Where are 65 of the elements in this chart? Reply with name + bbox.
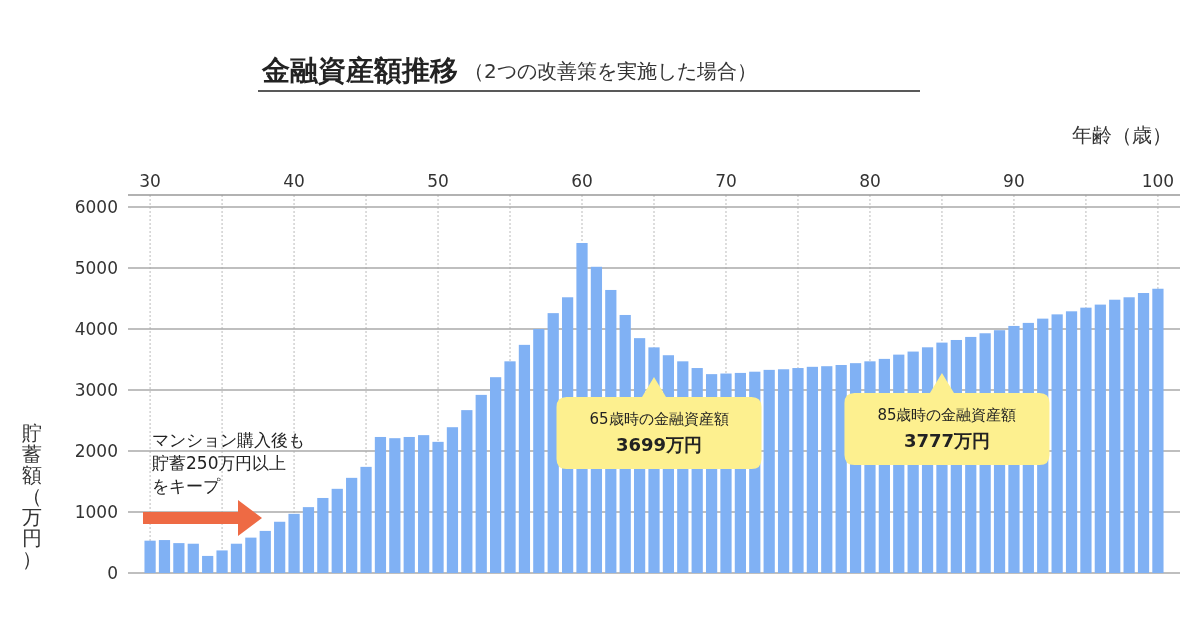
bar: [173, 543, 185, 573]
x-tick-label: 60: [571, 171, 593, 191]
x-axis-title: 年齢（歳）: [1072, 123, 1172, 147]
bar: [777, 369, 790, 573]
bar: [403, 436, 415, 573]
bar: [1137, 293, 1150, 573]
bar: [547, 313, 559, 573]
bar: [792, 368, 804, 573]
bar: [432, 441, 444, 573]
x-tick-label: 90: [1003, 171, 1025, 191]
bar: [302, 507, 315, 573]
bar: [374, 436, 387, 573]
bar: [461, 410, 473, 573]
y-tick-label: 3000: [74, 379, 118, 400]
bar: [835, 364, 847, 573]
bar: [475, 394, 487, 573]
bar: [331, 488, 343, 573]
bar: [144, 540, 156, 573]
x-tick-label: 100: [1141, 171, 1175, 191]
annotation: 65歳時の金融資産額3699万円: [589, 410, 729, 455]
bar: [202, 555, 214, 573]
bar: [389, 438, 401, 573]
bar: [216, 550, 228, 573]
bar: [518, 344, 531, 573]
bar: [763, 369, 775, 573]
bar: [1152, 288, 1164, 573]
y-tick-label: 1000: [74, 501, 118, 522]
bar: [245, 537, 257, 573]
bar: [158, 540, 171, 573]
y-tick-label: 6000: [74, 196, 118, 217]
chart-subtitle: （2つの改善策を実施した場合）: [464, 59, 757, 83]
bar: [533, 329, 545, 573]
bar: [1109, 299, 1121, 573]
annotation: マンション購入後も貯蓄250万円以上をキープ: [152, 430, 305, 496]
bar: [1065, 311, 1078, 573]
bar: [504, 361, 516, 573]
bar: [1123, 297, 1135, 573]
bar: [1080, 307, 1092, 573]
x-tick-label: 40: [283, 171, 305, 191]
x-tick-label: 30: [139, 171, 161, 191]
x-tick-label: 80: [859, 171, 881, 191]
y-tick-label: 0: [107, 562, 118, 583]
annotation: 85歳時の金融資産額3777万円: [877, 406, 1017, 451]
bar: [821, 366, 833, 573]
bar: [259, 530, 271, 573]
chart-title: 金融資産額推移: [261, 54, 458, 87]
bar: [187, 543, 199, 573]
bar: [317, 497, 329, 573]
x-tick-label: 50: [427, 171, 449, 191]
bar: [346, 477, 358, 573]
bar: [1051, 314, 1063, 573]
y-tick-label: 2000: [74, 440, 118, 461]
x-tick-label: 70: [715, 171, 737, 191]
bar: [490, 377, 502, 573]
bar: [1094, 304, 1106, 573]
y-tick-label: 4000: [74, 318, 118, 339]
bar: [288, 513, 300, 573]
y-tick-label: 5000: [74, 257, 118, 278]
bar: [446, 427, 459, 573]
bar: [230, 543, 243, 573]
y-axis-title: 貯蓄額（万円）: [22, 421, 42, 571]
bar: [274, 521, 286, 573]
bar: [360, 466, 372, 573]
bar: [806, 366, 818, 573]
bar: [418, 435, 430, 573]
